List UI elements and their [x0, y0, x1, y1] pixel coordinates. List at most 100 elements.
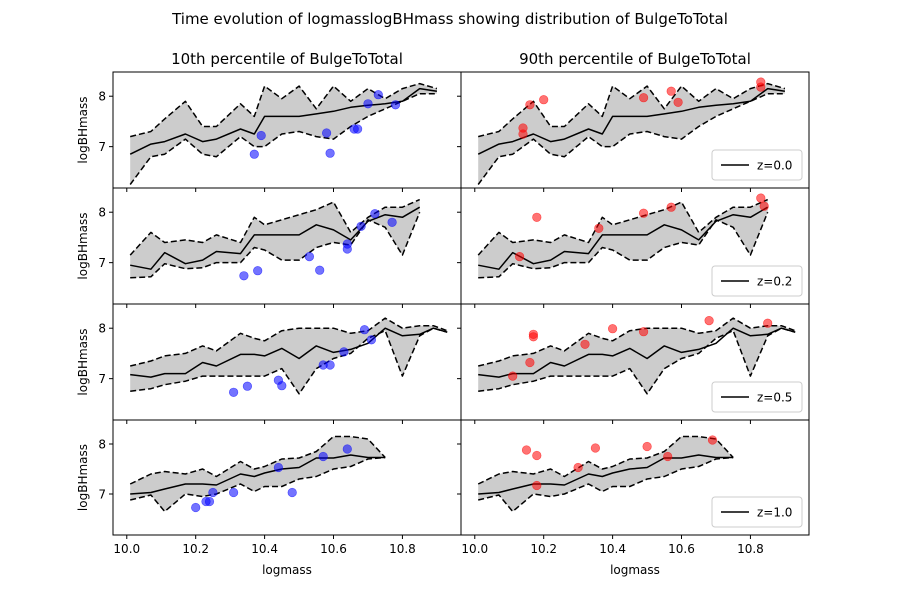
subplot-r3-c1: 10.0 10.2 10.4 10.6 10.8 z=1.0: [457, 419, 810, 556]
scatter-point: [366, 335, 377, 345]
scatter-point: [594, 223, 604, 233]
scatter-point: [518, 123, 528, 133]
percentile-band: [478, 318, 796, 394]
scatter-point: [666, 202, 676, 212]
figure-suptitle: Time evolution of logmasslogBHmass showi…: [171, 10, 728, 28]
scatter-point: [256, 130, 266, 141]
scatter-point: [508, 371, 518, 381]
upper-percentile-line: [477, 198, 769, 256]
scatter-point: [763, 318, 773, 328]
y-tick-label: 7: [98, 256, 106, 270]
legend-box: [711, 496, 803, 528]
subplot-r0-c0: 7 8 logBHmass: [76, 71, 462, 192]
median-line: [478, 454, 734, 495]
scatter-point: [607, 324, 618, 334]
scatter-point: [318, 451, 328, 462]
scatter-point: [387, 217, 397, 227]
x-tick-label: 10.6: [668, 542, 695, 556]
lower-percentile-line: [130, 327, 448, 395]
scatter-point: [342, 444, 352, 454]
legend-label: z=1.0: [757, 506, 792, 520]
lower-percentile-line: [478, 211, 769, 279]
subplot-r1-c0: 7 8 logBHmass: [76, 187, 462, 308]
scatter-point: [353, 124, 363, 134]
scatter-point: [638, 327, 649, 337]
scatter-point: [342, 239, 352, 249]
subplot-plot-area: [477, 77, 786, 185]
scatter-point: [239, 271, 249, 281]
scatter-point: [208, 487, 218, 498]
scatter-point: [253, 266, 263, 276]
scatter-point: [704, 316, 714, 326]
scatter-point: [373, 90, 383, 100]
axes-frame: [460, 419, 810, 536]
y-tick-label: 8: [98, 206, 106, 220]
scatter-point: [532, 450, 542, 461]
x-tick-label: 10.2: [182, 542, 209, 556]
scatter-point: [339, 347, 349, 357]
legend: z=0.2: [711, 265, 803, 297]
upper-percentile-line: [477, 435, 734, 485]
median-line: [130, 327, 448, 378]
x-tick-label: 10.6: [320, 542, 347, 556]
subplot-r0-c1: z=0.0: [457, 71, 810, 192]
scatter-point: [525, 357, 535, 368]
subplot-plot-area: [477, 193, 769, 279]
upper-percentile-line: [130, 82, 438, 138]
scatter-point: [229, 487, 239, 498]
scatter-point: [642, 441, 652, 452]
subplot-plot-area: [129, 82, 438, 185]
upper-percentile-line: [478, 317, 796, 367]
y-tick-label: 8: [98, 322, 106, 336]
legend: z=0.5: [711, 381, 803, 413]
median-line: [478, 327, 796, 378]
percentile-band: [478, 199, 768, 278]
column-title-left: 10th percentile of BulgeToTotal: [171, 50, 403, 68]
scatter-point: [573, 462, 583, 473]
legend-box: [711, 381, 803, 413]
scatter-point: [759, 201, 769, 211]
upper-percentile-line: [130, 317, 448, 367]
scatter-point: [273, 462, 284, 473]
y-tick-label: 7: [98, 488, 106, 502]
scatter-point: [663, 451, 673, 462]
scatter-point: [277, 381, 287, 391]
lower-percentile-line: [130, 211, 421, 279]
subplot-r1-c1: z=0.2: [457, 187, 810, 308]
subplot-plot-area: [477, 435, 734, 513]
y-tick-label: 7: [98, 140, 106, 154]
scatter-point: [287, 487, 297, 498]
median-line: [129, 87, 438, 155]
x-tick-label: 10.4: [599, 542, 626, 556]
x-tick-label: 10.0: [461, 542, 488, 556]
scatter-point: [756, 193, 766, 203]
scatter-point: [539, 95, 549, 105]
lower-percentile-line: [130, 456, 386, 513]
subplot-plot-area: [129, 435, 386, 513]
scatter-point: [370, 209, 380, 219]
scatter-point: [325, 360, 335, 370]
scatter-point: [249, 149, 259, 159]
legend-box: [711, 265, 803, 297]
scatter-point: [315, 265, 325, 275]
x-tick-label: 10.2: [530, 542, 557, 556]
x-tick-label: 10.8: [389, 542, 416, 556]
legend-label: z=0.2: [757, 275, 792, 289]
scatter-point: [514, 252, 525, 262]
scatter-point: [638, 208, 649, 218]
subplot-plot-area: [130, 317, 448, 397]
median-line: [478, 206, 769, 270]
x-tick-label: 10.0: [113, 542, 140, 556]
upper-percentile-line: [478, 82, 786, 138]
percentile-band: [130, 199, 420, 278]
scatter-point: [325, 148, 335, 158]
scatter-point: [322, 128, 332, 138]
scatter-point: [191, 502, 201, 513]
scatter-point: [707, 435, 718, 445]
y-axis-label: logBHmass: [76, 328, 90, 395]
y-tick-label: 8: [98, 438, 106, 452]
scatter-point: [638, 93, 649, 103]
y-tick-label: 7: [98, 372, 106, 386]
scatter-point: [363, 99, 373, 109]
scatter-point: [532, 212, 542, 222]
